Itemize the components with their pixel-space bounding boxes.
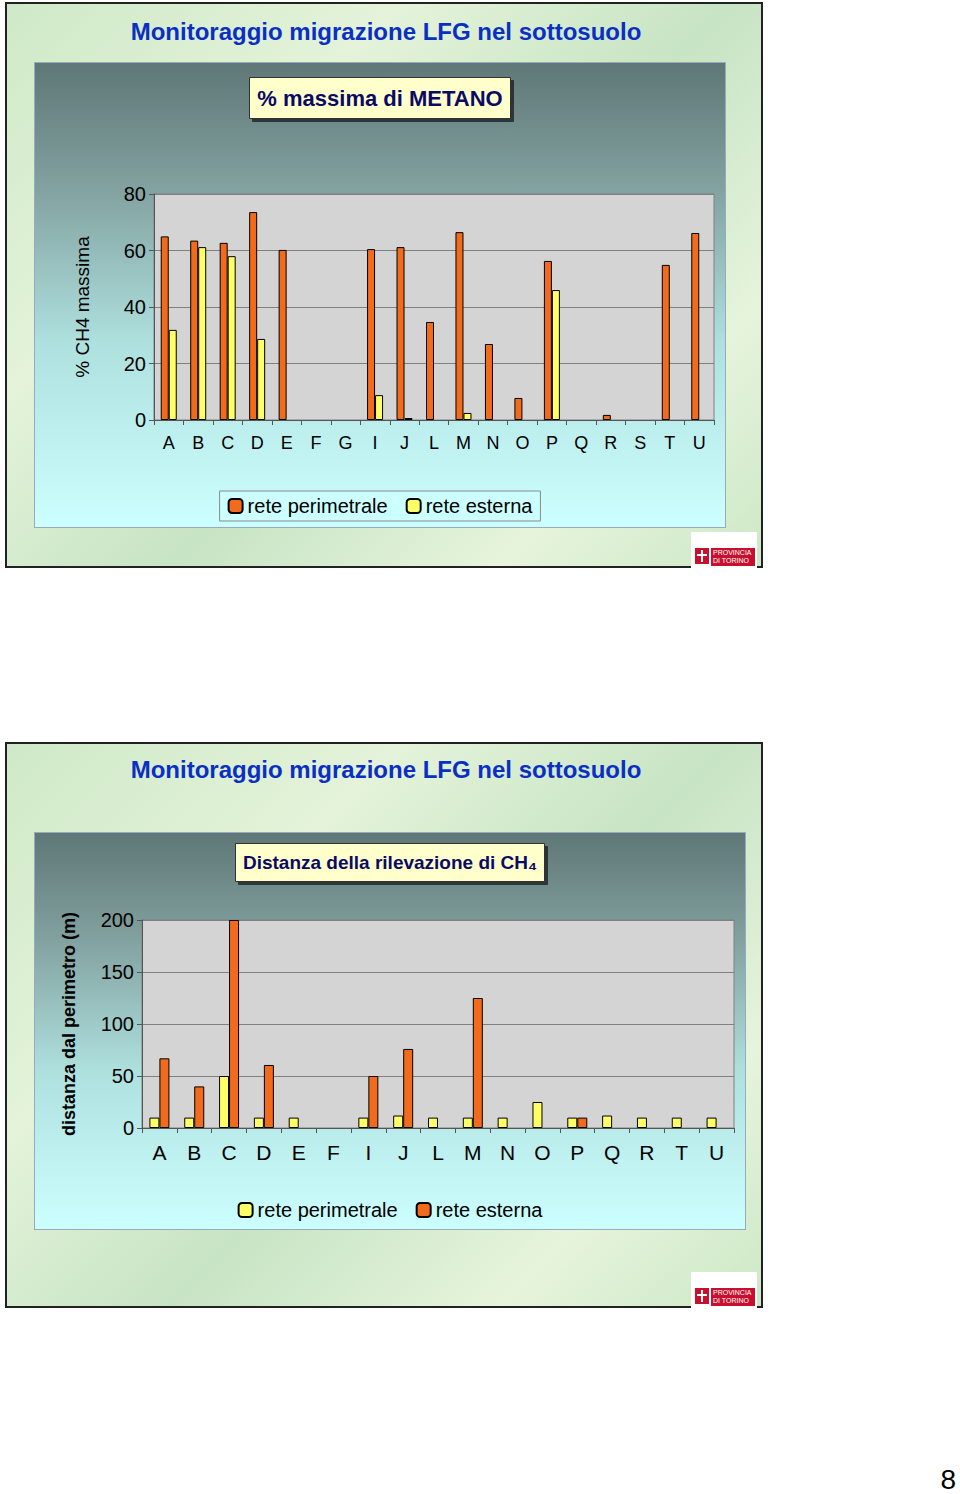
svg-text:S: S (634, 433, 646, 453)
svg-text:rete esterna: rete esterna (426, 495, 534, 517)
svg-text:rete perimetrale: rete perimetrale (258, 1199, 398, 1221)
svg-text:J: J (400, 433, 409, 453)
svg-text:T: T (675, 1141, 688, 1164)
svg-text:F: F (311, 433, 322, 453)
svg-text:rete perimetrale: rete perimetrale (248, 495, 388, 517)
svg-text:U: U (709, 1141, 724, 1164)
svg-text:P: P (570, 1141, 584, 1164)
svg-text:P: P (546, 433, 558, 453)
svg-text:80: 80 (124, 183, 146, 205)
svg-text:C: C (221, 1141, 236, 1164)
svg-text:% CH4 massima: % CH4 massima (72, 236, 93, 378)
svg-text:40: 40 (124, 296, 146, 318)
svg-text:A: A (152, 1141, 166, 1164)
svg-text:L: L (432, 1141, 444, 1164)
html-text:DI TORINO: DI TORINO (713, 1297, 749, 1304)
svg-text:A: A (163, 433, 175, 453)
svg-text:U: U (693, 433, 706, 453)
svg-text:R: R (604, 433, 617, 453)
html-text:8: 8 (940, 1464, 956, 1494)
svg-text:T: T (664, 433, 675, 453)
svg-text:distanza dal perimetro (m): distanza dal perimetro (m) (59, 912, 79, 1136)
svg-text:I: I (373, 433, 378, 453)
svg-text:D: D (256, 1141, 271, 1164)
html-text:Monitoraggio migrazione LFG ne: Monitoraggio migrazione LFG nel sottosuo… (130, 756, 642, 783)
svg-text:R: R (639, 1141, 654, 1164)
html-text:Monitoraggio migrazione LFG ne: Monitoraggio migrazione LFG nel sottosuo… (130, 18, 642, 45)
svg-text:J: J (398, 1141, 409, 1164)
svg-text:B: B (192, 433, 204, 453)
html-text:DI TORINO: DI TORINO (713, 557, 749, 564)
svg-text:M: M (456, 433, 471, 453)
svg-text:M: M (464, 1141, 482, 1164)
svg-text:60: 60 (124, 240, 146, 262)
svg-text:150: 150 (101, 961, 134, 983)
svg-text:Q: Q (604, 1141, 620, 1164)
svg-text:C: C (221, 433, 234, 453)
svg-text:G: G (339, 433, 353, 453)
html-text:PROVINCIA: PROVINCIA (713, 1289, 752, 1296)
svg-text:O: O (534, 1141, 550, 1164)
svg-text:E: E (292, 1141, 306, 1164)
svg-text:0: 0 (123, 1117, 134, 1139)
svg-text:20: 20 (124, 353, 146, 375)
svg-text:100: 100 (101, 1013, 134, 1035)
svg-text:Distanza della rilevazione di: Distanza della rilevazione di CH₄ (243, 852, 537, 873)
svg-text:% massima di METANO: % massima di METANO (257, 86, 502, 111)
svg-text:I: I (365, 1141, 371, 1164)
svg-text:O: O (515, 433, 529, 453)
svg-text:L: L (429, 433, 439, 453)
svg-text:N: N (486, 433, 499, 453)
html-text:PROVINCIA: PROVINCIA (713, 549, 752, 556)
svg-text:N: N (500, 1141, 515, 1164)
svg-text:50: 50 (112, 1065, 134, 1087)
svg-text:B: B (187, 1141, 201, 1164)
svg-text:E: E (281, 433, 293, 453)
svg-text:200: 200 (101, 909, 134, 931)
svg-text:F: F (327, 1141, 340, 1164)
svg-text:Q: Q (574, 433, 588, 453)
svg-text:D: D (251, 433, 264, 453)
svg-text:0: 0 (135, 409, 146, 431)
svg-text:rete esterna: rete esterna (436, 1199, 544, 1221)
